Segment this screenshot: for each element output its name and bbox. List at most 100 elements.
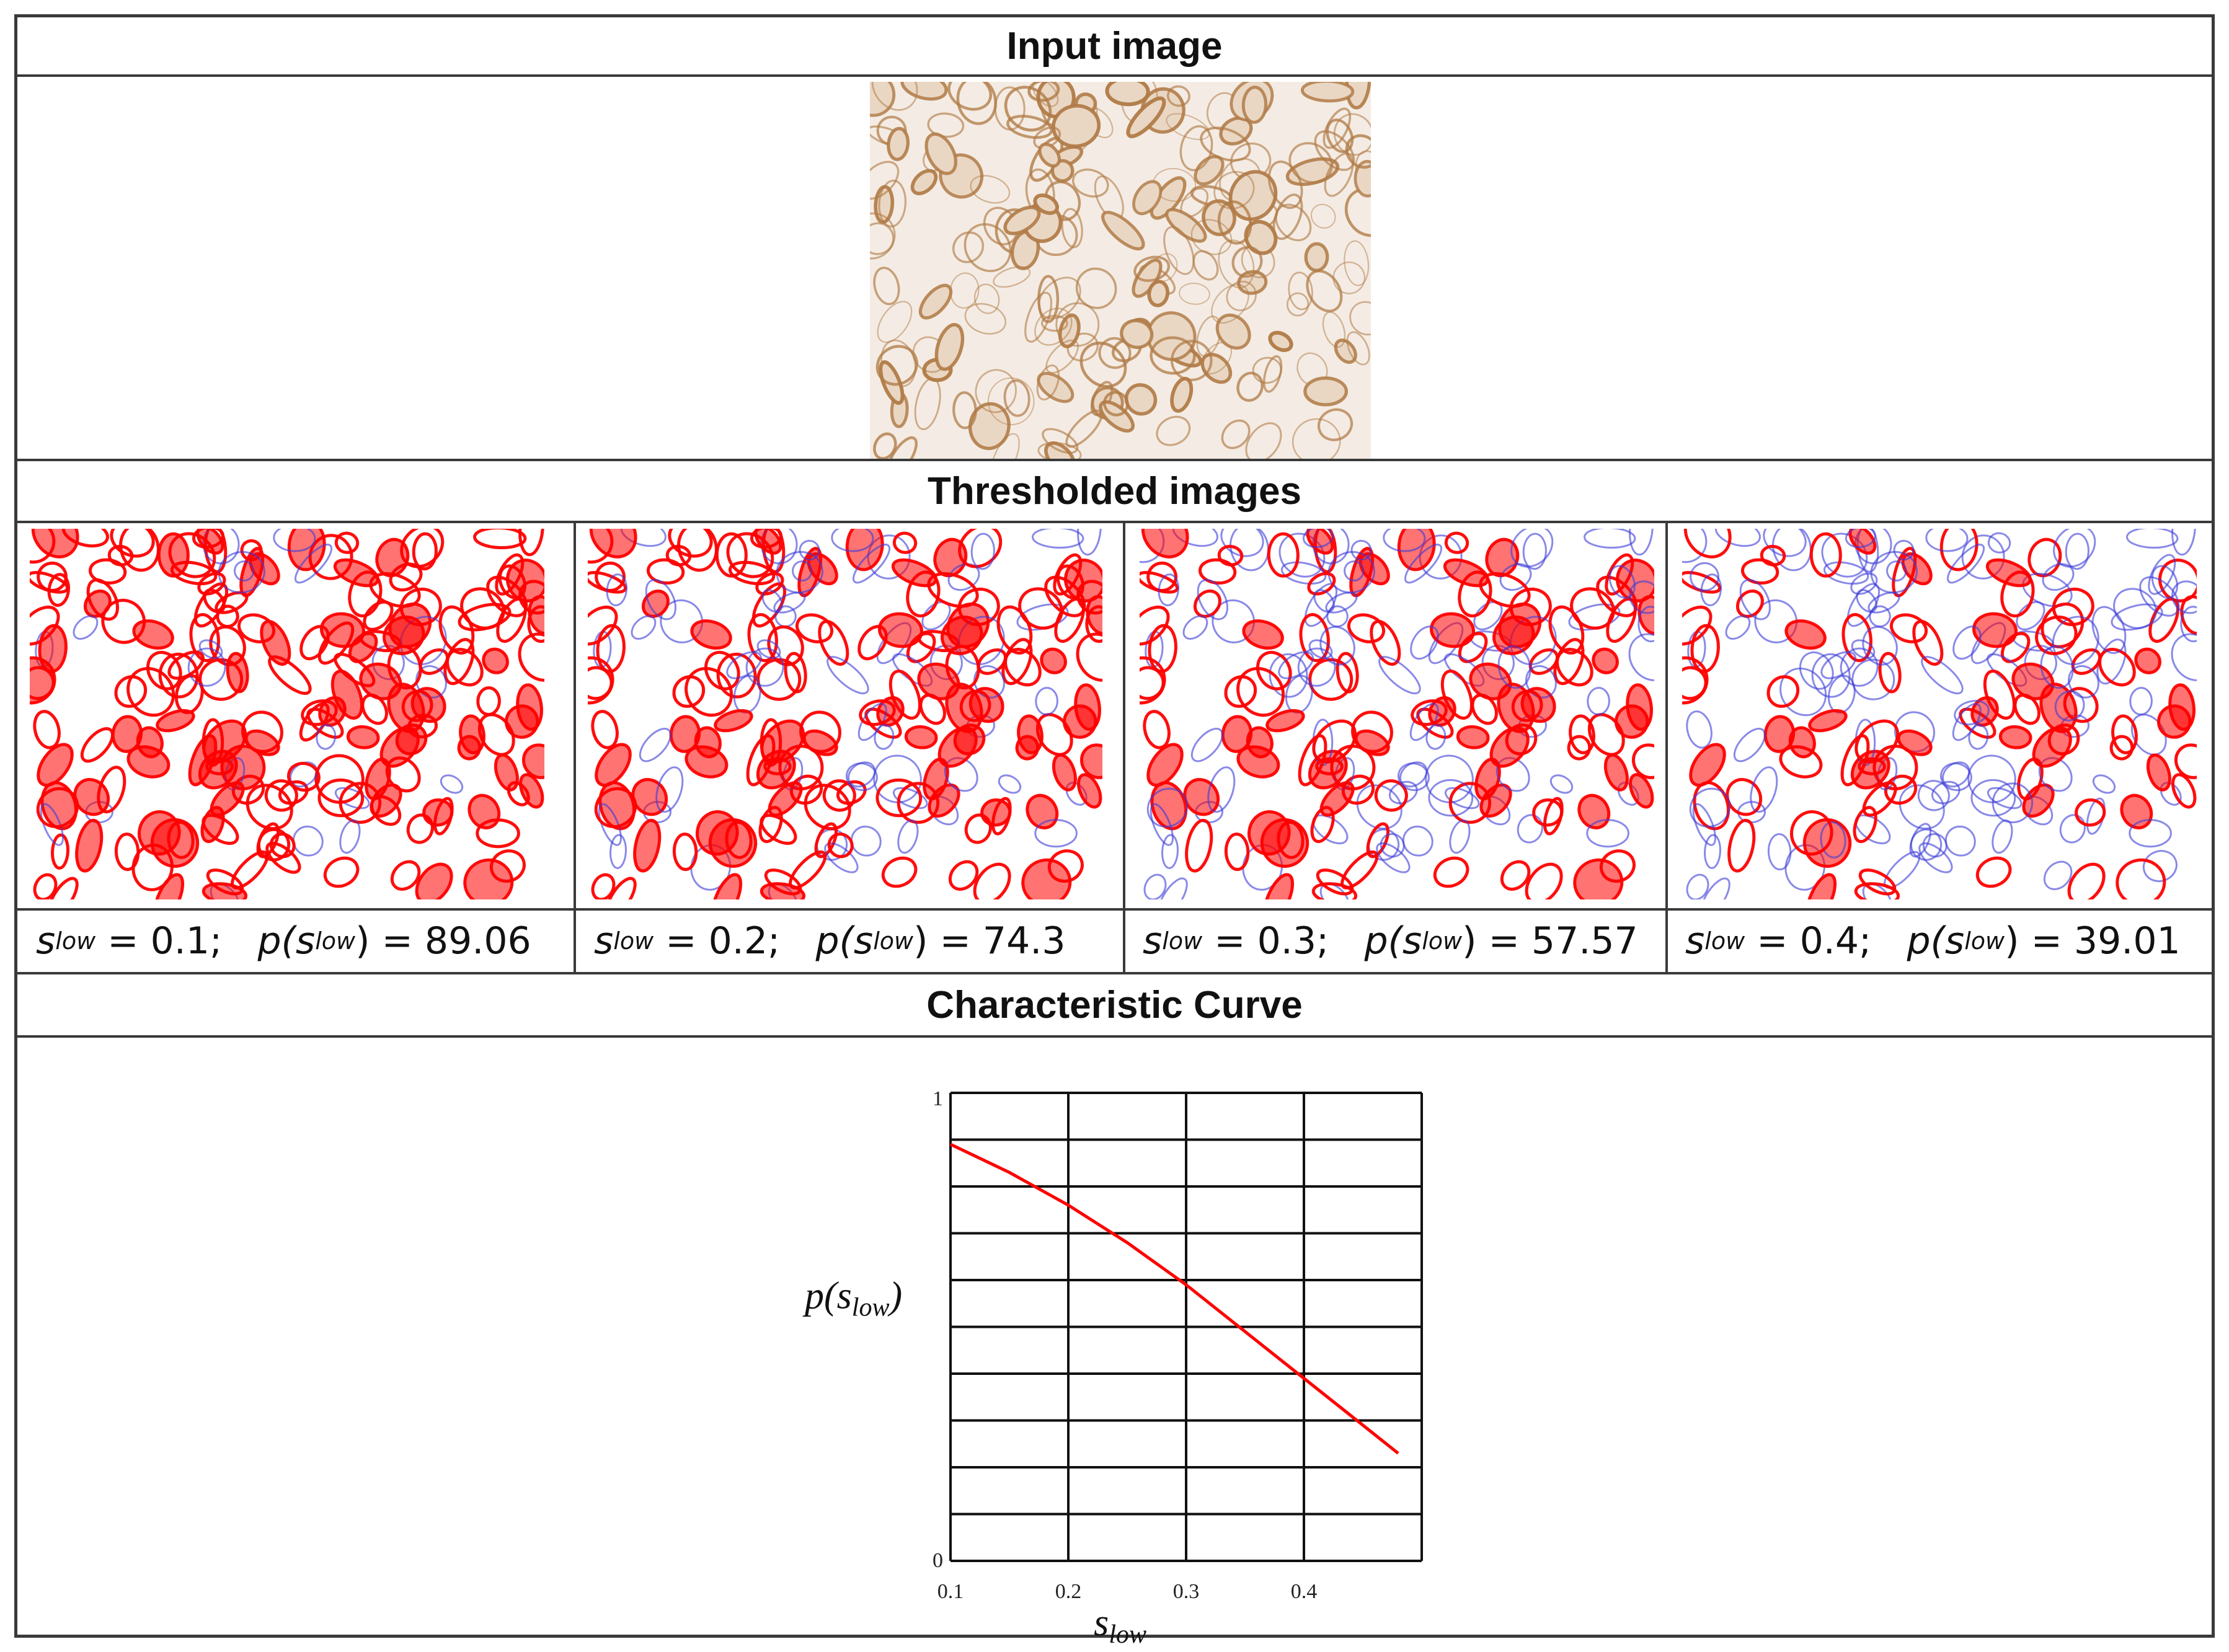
blue-membrane <box>2139 576 2180 617</box>
red-membrane <box>904 725 938 749</box>
p-symbol: p(s <box>1907 919 1965 963</box>
blue-membrane <box>440 774 464 794</box>
x-tick-label: 0.3 <box>1173 1580 1200 1603</box>
cell-membrane <box>1241 86 1268 124</box>
cell-membrane <box>973 283 1000 314</box>
blue-membrane <box>415 665 447 699</box>
red-membrane <box>1017 714 1044 754</box>
cell-membrane <box>900 82 948 101</box>
threshold-svg-3 <box>1140 529 1654 899</box>
red-membrane <box>881 856 918 888</box>
red-membrane <box>1077 773 1102 809</box>
cell-membrane <box>1196 316 1221 357</box>
x-tick-label: 0.2 <box>1055 1580 1082 1603</box>
red-membrane <box>1592 647 1619 674</box>
red-membrane <box>1489 726 1530 768</box>
s-value: = 0.2; <box>665 919 781 963</box>
red-membrane <box>75 818 104 873</box>
blue-membrane <box>1584 529 1636 549</box>
red-membrane <box>314 754 365 804</box>
red-membrane <box>1840 734 1870 787</box>
blue-membrane <box>2068 665 2099 699</box>
cell-membrane <box>1226 280 1257 312</box>
blue-membrane <box>1992 819 2013 854</box>
red-membrane <box>1808 709 1848 733</box>
cell-membrane <box>1217 200 1252 245</box>
red-membrane <box>973 862 1011 899</box>
red-membrane <box>518 529 544 557</box>
cell-membrane <box>1040 314 1068 332</box>
cell-membrane <box>1221 419 1251 449</box>
red-membrane <box>747 613 778 663</box>
cell-membrane <box>994 86 1026 131</box>
cell-membrane <box>956 82 998 125</box>
blue-membrane <box>1820 821 1846 859</box>
cell-membrane <box>910 169 938 195</box>
cell-membrane <box>952 231 985 263</box>
red-membrane <box>1603 753 1629 792</box>
red-membrane <box>47 877 79 899</box>
blue-membrane <box>2043 860 2073 890</box>
blue-membrane <box>2065 532 2089 570</box>
red-membrane <box>1570 587 1615 630</box>
red-membrane <box>795 613 834 643</box>
red-membrane <box>317 778 365 818</box>
red-membrane <box>1448 782 1492 824</box>
cell-membrane <box>1288 142 1333 184</box>
red-membrane <box>202 719 247 764</box>
red-membrane <box>387 645 422 690</box>
red-membrane <box>415 862 453 899</box>
x-tick-label: 0.1 <box>937 1580 964 1603</box>
red-membrane <box>1440 669 1473 720</box>
blue-membrane <box>1952 625 1982 660</box>
red-membrane <box>157 532 190 578</box>
blue-membrane <box>1954 700 1990 726</box>
cell-membrane <box>1132 180 1163 216</box>
blue-membrane <box>1629 529 1654 556</box>
red-membrane <box>1074 683 1101 731</box>
red-membrane <box>438 605 475 655</box>
red-membrane <box>119 529 160 572</box>
red-membrane <box>459 714 485 754</box>
threshold-caption-3: s low = 0.3; p(s low) = 57.57 <box>1143 911 1638 971</box>
red-membrane <box>589 529 637 559</box>
cell-membrane <box>934 323 965 371</box>
red-membrane <box>107 544 134 567</box>
blue-membrane <box>334 787 370 810</box>
red-membrane <box>591 710 619 749</box>
threshold-image-3 <box>1140 529 1654 899</box>
s-subscript: low <box>1704 927 1745 955</box>
red-membrane <box>1569 714 1595 754</box>
divider <box>17 521 2212 523</box>
divider <box>17 74 2212 77</box>
blue-membrane <box>1739 578 1771 621</box>
blue-membrane <box>73 615 99 640</box>
x-tick-label: 0.4 <box>1291 1580 1318 1603</box>
red-membrane <box>728 560 776 586</box>
cell-membrane <box>870 222 895 255</box>
red-membrane <box>1397 529 1436 572</box>
red-membrane <box>1471 693 1498 725</box>
red-membrane <box>996 605 1033 655</box>
red-membrane <box>37 743 74 787</box>
blue-membrane <box>1549 774 1574 794</box>
cell-membrane <box>1038 143 1061 168</box>
p-value: ) = 89.06 <box>355 919 531 963</box>
cell-membrane <box>970 175 1011 204</box>
red-membrane <box>1079 743 1102 779</box>
blue-membrane <box>1383 529 1426 552</box>
blue-membrane <box>1967 754 2016 803</box>
red-membrane <box>591 873 616 899</box>
red-membrane <box>2032 726 2072 768</box>
red-membrane <box>1548 605 1585 655</box>
cell-membrane <box>1036 364 1060 401</box>
cell-membrane <box>1326 118 1354 153</box>
blue-membrane <box>1851 658 1895 700</box>
red-membrane <box>330 669 363 720</box>
cell-membrane <box>1170 376 1194 413</box>
blue-membrane <box>1856 589 1877 613</box>
blue-membrane <box>198 639 223 660</box>
red-membrane <box>859 699 896 727</box>
blue-membrane <box>1449 819 1471 854</box>
red-membrane <box>767 625 804 666</box>
